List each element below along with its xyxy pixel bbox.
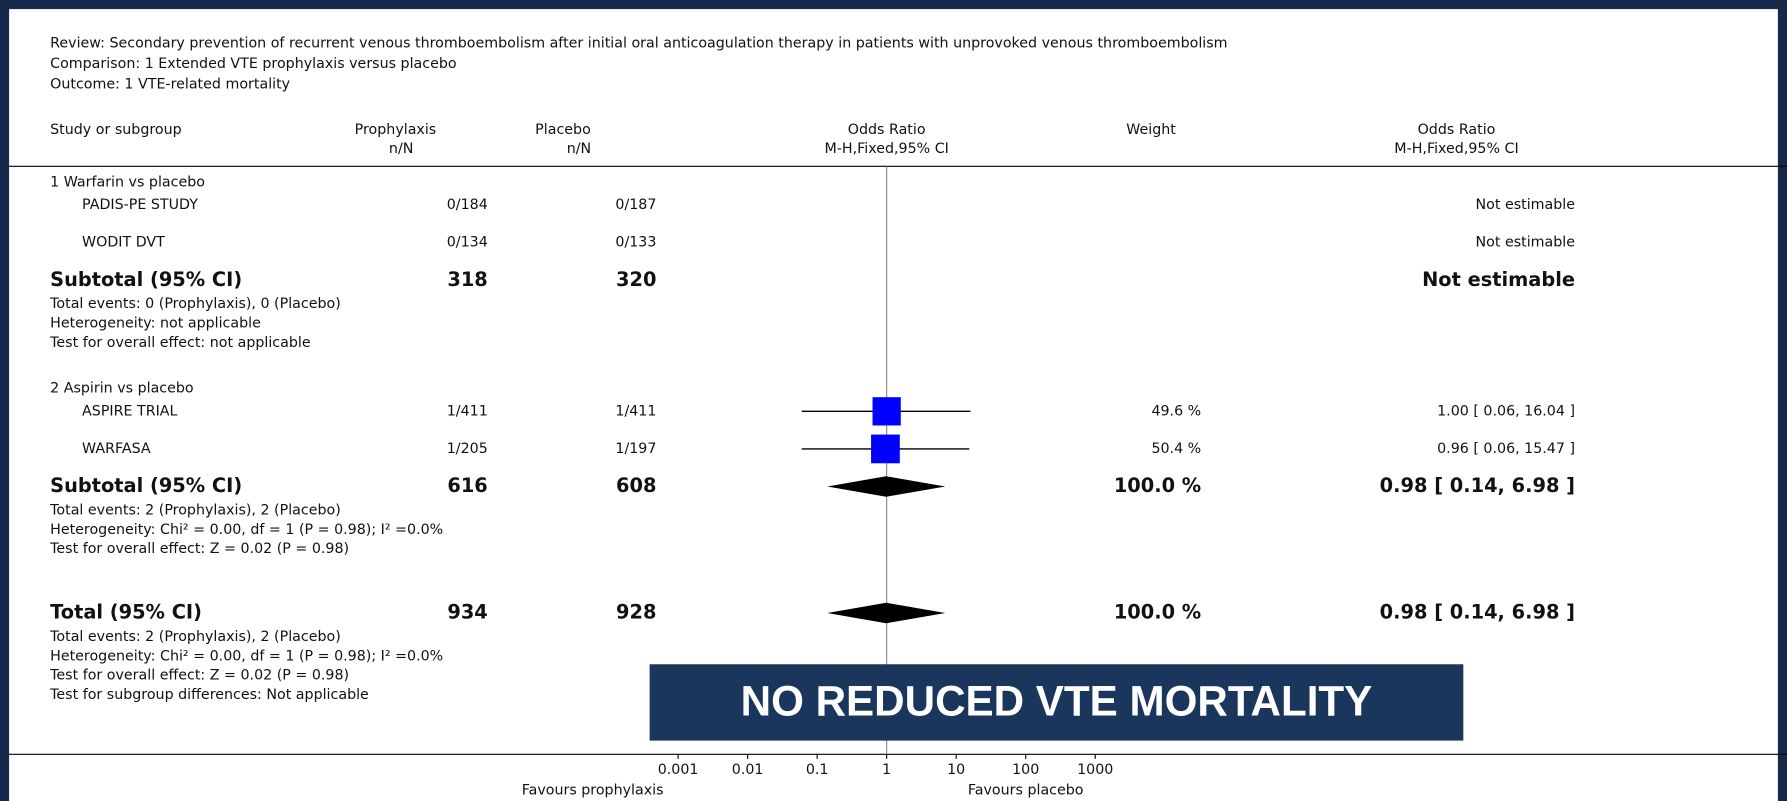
study-weight: 49.6 % xyxy=(1151,403,1201,419)
study-events: 1/205 xyxy=(447,441,488,457)
study-events: 0/184 xyxy=(447,197,488,213)
column-header: Study or subgroup xyxy=(50,122,182,138)
summary-count: 616 xyxy=(447,474,487,497)
study-square xyxy=(872,397,901,426)
column-header: n/N xyxy=(567,141,591,157)
x-tick-label: 0.001 xyxy=(658,762,699,778)
study-events: 0/133 xyxy=(615,235,656,251)
outcome-line: Outcome: 1 VTE-related mortality xyxy=(50,76,290,92)
summary-note: Test for overall effect: not applicable xyxy=(49,335,310,351)
summary-result: 0.98 [ 0.14, 6.98 ] xyxy=(1380,601,1575,624)
comparison-line: Comparison: 1 Extended VTE prophylaxis v… xyxy=(50,56,456,72)
x-tick-label: 10 xyxy=(947,762,965,778)
favours-left: Favours prophylaxis xyxy=(522,783,664,799)
summary-label: Total (95% CI) xyxy=(50,601,202,624)
study-events: 0/187 xyxy=(615,197,656,213)
summary-note: Total events: 2 (Prophylaxis), 2 (Placeb… xyxy=(49,629,341,645)
summary-label: Subtotal (95% CI) xyxy=(50,474,242,497)
x-tick-label: 0.1 xyxy=(806,762,829,778)
annotation-text: NO REDUCED VTE MORTALITY xyxy=(741,677,1373,724)
column-header: M-H,Fixed,95% CI xyxy=(824,141,948,157)
subgroup-title: 1 Warfarin vs placebo xyxy=(50,174,205,190)
summary-count: 320 xyxy=(616,268,656,291)
study-name: PADIS-PE STUDY xyxy=(82,197,198,213)
x-tick-label: 1000 xyxy=(1077,762,1113,778)
summary-note: Heterogeneity: Chi² = 0.00, df = 1 (P = … xyxy=(50,648,443,664)
summary-label: Subtotal (95% CI) xyxy=(50,268,242,291)
summary-weight: 100.0 % xyxy=(1114,474,1201,497)
x-tick-label: 0.01 xyxy=(732,762,764,778)
summary-note: Heterogeneity: Chi² = 0.00, df = 1 (P = … xyxy=(50,522,443,538)
column-header: n/N xyxy=(389,141,413,157)
summary-note: Total events: 2 (Prophylaxis), 2 (Placeb… xyxy=(49,502,341,518)
column-header: Prophylaxis xyxy=(355,122,437,138)
summary-note: Test for subgroup differences: Not appli… xyxy=(49,687,369,703)
column-header: M-H,Fixed,95% CI xyxy=(1394,141,1518,157)
favours-right: Favours placebo xyxy=(968,783,1084,799)
study-events: 1/197 xyxy=(615,441,656,457)
summary-count: 928 xyxy=(616,601,656,624)
review-line: Review: Secondary prevention of recurren… xyxy=(50,35,1227,51)
study-weight: 50.4 % xyxy=(1151,441,1201,457)
study-events: 0/134 xyxy=(447,235,488,251)
study-name: WODIT DVT xyxy=(82,235,165,251)
column-header: Placebo xyxy=(535,122,591,138)
column-header: Weight xyxy=(1126,122,1176,138)
study-result: 1.00 [ 0.06, 16.04 ] xyxy=(1437,403,1575,419)
summary-note: Test for overall effect: Z = 0.02 (P = 0… xyxy=(49,668,349,684)
summary-note: Heterogeneity: not applicable xyxy=(50,316,261,332)
annotation-box xyxy=(649,664,1464,741)
study-name: WARFASA xyxy=(82,441,151,457)
x-tick-label: 100 xyxy=(1012,762,1039,778)
summary-result: 0.98 [ 0.14, 6.98 ] xyxy=(1380,474,1575,497)
column-header: Odds Ratio xyxy=(1418,122,1496,138)
summary-weight: 100.0 % xyxy=(1114,601,1201,624)
study-result: Not estimable xyxy=(1475,235,1575,251)
study-result: 0.96 [ 0.06, 15.47 ] xyxy=(1437,441,1575,457)
study-name: ASPIRE TRIAL xyxy=(82,403,177,419)
summary-count: 934 xyxy=(447,601,487,624)
subgroup-title: 2 Aspirin vs placebo xyxy=(50,381,194,397)
study-square xyxy=(871,434,900,464)
column-header: Odds Ratio xyxy=(848,122,926,138)
summary-result: Not estimable xyxy=(1422,268,1575,291)
pooled-diamond xyxy=(827,476,946,497)
x-tick-label: 1 xyxy=(882,762,891,778)
study-events: 1/411 xyxy=(615,403,656,419)
summary-count: 608 xyxy=(616,474,656,497)
pooled-diamond xyxy=(827,602,946,624)
summary-note: Total events: 0 (Prophylaxis), 0 (Placeb… xyxy=(49,296,341,312)
summary-note: Test for overall effect: Z = 0.02 (P = 0… xyxy=(49,541,349,557)
study-result: Not estimable xyxy=(1475,197,1575,213)
summary-count: 318 xyxy=(447,268,487,291)
study-events: 1/411 xyxy=(447,403,488,419)
